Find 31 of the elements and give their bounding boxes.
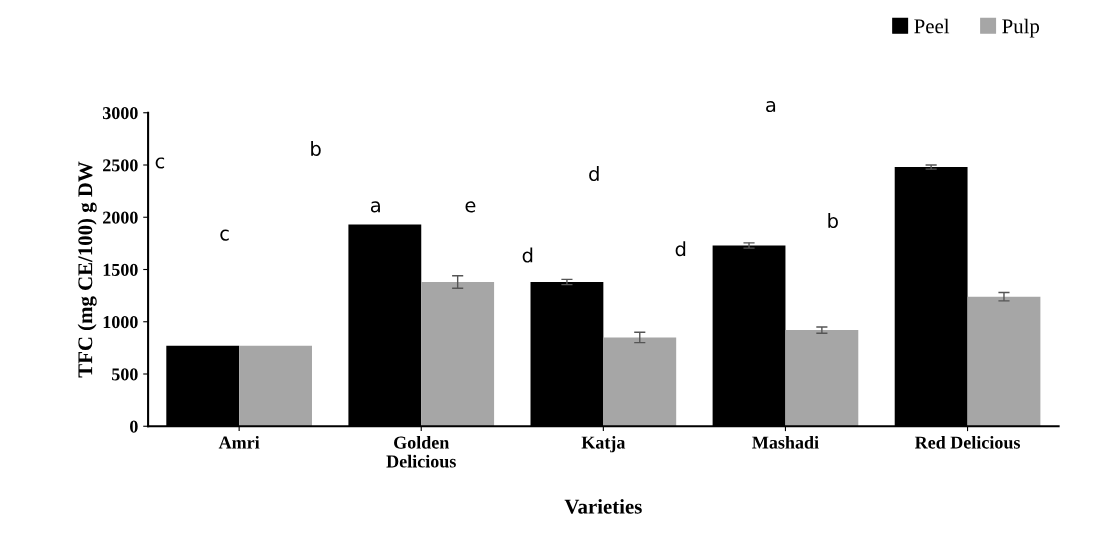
legend-label: Peel — [914, 18, 950, 34]
y-tick-label: 2000 — [103, 211, 138, 224]
annotation: b — [311, 140, 321, 157]
bar — [785, 330, 859, 427]
y-axis-title: TFC (mg CE/100) g DW — [77, 161, 97, 378]
annotation: d — [522, 247, 533, 263]
x-tick-label: Mashadi — [752, 435, 819, 449]
x-tick-label: Golden Delicious — [386, 435, 456, 468]
bar — [421, 282, 495, 427]
y-tick-label: 2500 — [103, 159, 138, 172]
annotation: b — [828, 213, 838, 229]
annotation: e — [465, 201, 476, 213]
annotation: c — [155, 157, 165, 169]
annotation: a — [370, 201, 380, 213]
x-tick-label: Amri — [218, 435, 260, 449]
y-tick-label: 3000 — [102, 107, 138, 120]
y-tick-label: 0 — [130, 420, 138, 433]
bar — [603, 337, 677, 427]
annotation: d — [675, 241, 686, 257]
x-axis-title: Varieties — [564, 499, 642, 514]
bar — [967, 296, 1041, 427]
x-tick-label: Katja — [581, 435, 626, 453]
x-tick-label: Red Delicious — [914, 435, 1021, 449]
annotation: c — [220, 229, 229, 241]
annotation: d — [589, 166, 599, 182]
bar — [239, 345, 312, 427]
y-tick-label: 1000 — [103, 316, 138, 329]
text: a — [766, 100, 776, 113]
y-tick-label: 1500 — [103, 263, 138, 276]
legend-label: Pulp — [1002, 18, 1040, 38]
y-tick-label: 500 — [112, 368, 138, 381]
